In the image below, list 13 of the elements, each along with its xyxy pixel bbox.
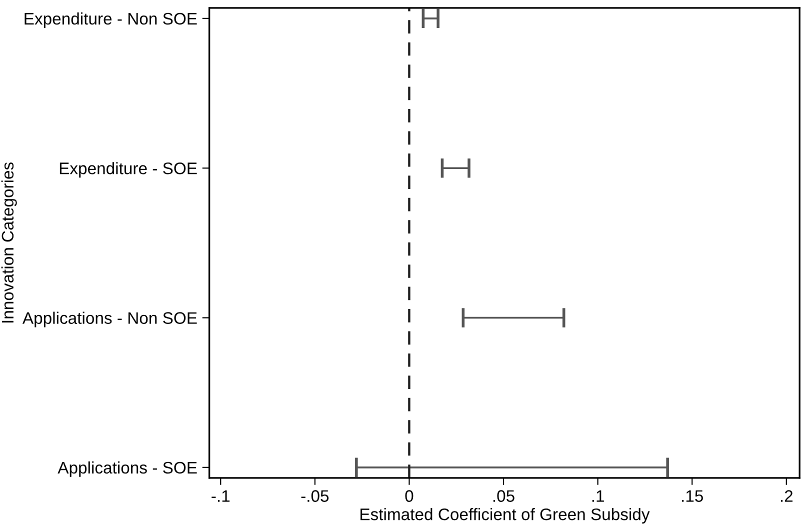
y-tick-label: Expenditure - Non SOE bbox=[24, 12, 197, 28]
x-tick-label: .05 bbox=[493, 490, 514, 502]
x-tick-label: 0 bbox=[405, 490, 414, 502]
x-tick-label: .15 bbox=[682, 490, 703, 502]
x-tick-label: -.1 bbox=[212, 490, 230, 502]
x-tick-label: .1 bbox=[592, 490, 604, 502]
x-tick-label: .2 bbox=[780, 490, 793, 502]
x-axis-title: Estimated Coefficient of Green Subsidy bbox=[360, 508, 650, 524]
y-axis-title: Innovation Categories bbox=[1, 162, 17, 322]
x-tick-label: -.05 bbox=[301, 490, 329, 502]
y-tick-label: Applications - Non SOE bbox=[22, 312, 197, 328]
y-tick-label: Expenditure - SOE bbox=[60, 162, 197, 178]
y-tick-label: Applications - SOE bbox=[58, 461, 197, 477]
